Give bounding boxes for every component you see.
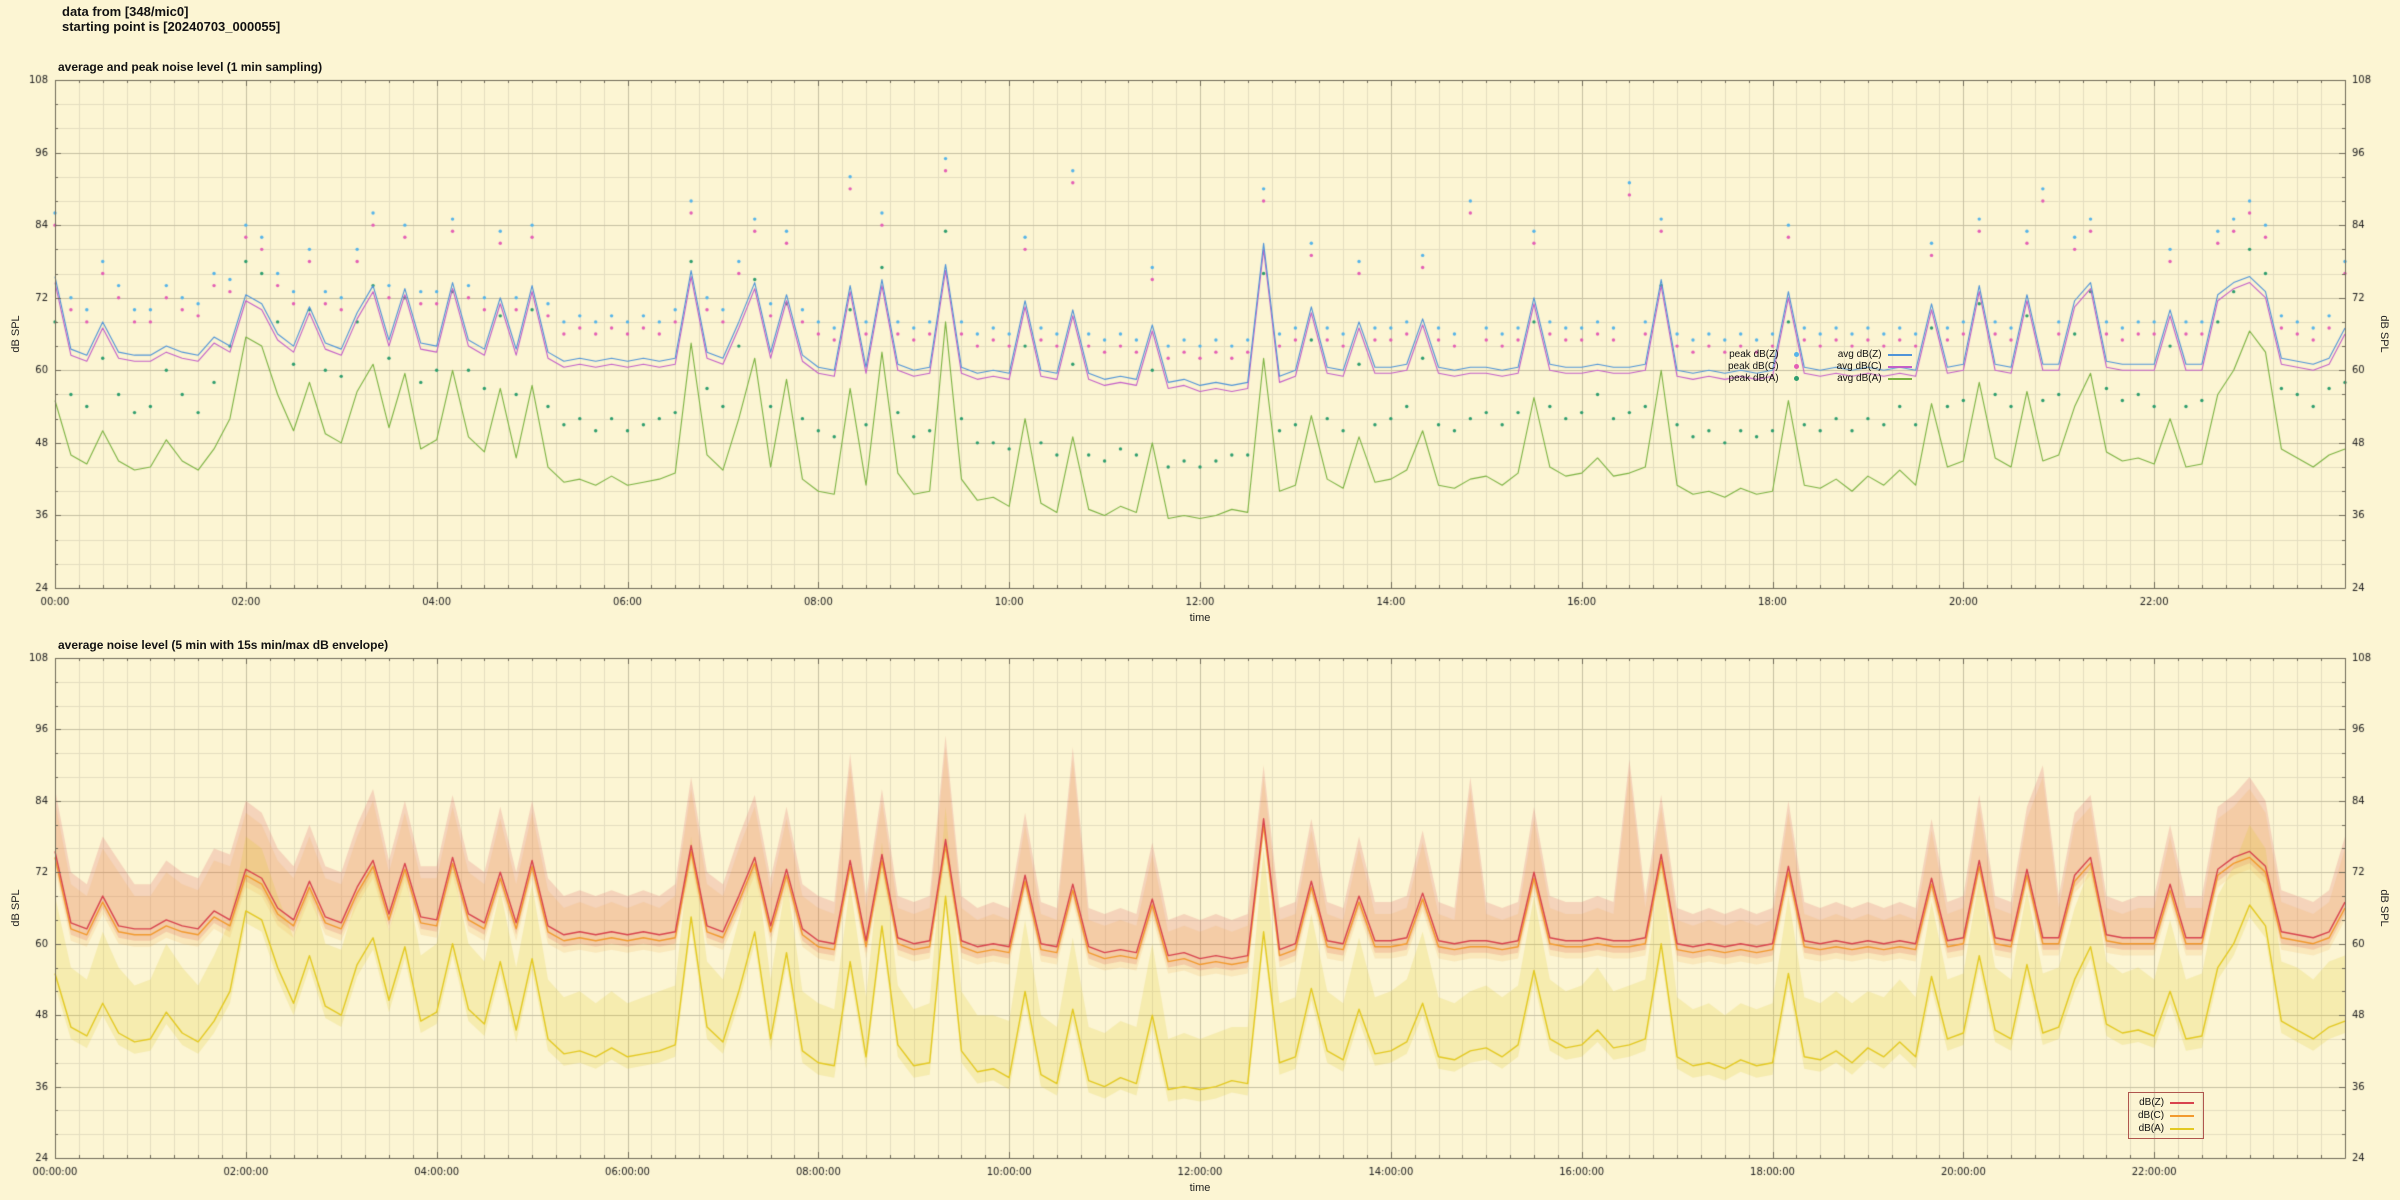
top-legend-peak-column: peak dB(Z) peak dB(C) peak dB(A) xyxy=(1728,349,1809,384)
legend-item-dbz: dB(Z) xyxy=(2138,1097,2195,1108)
top-ylabel-left: dB SPL xyxy=(10,315,22,353)
bottom-chart-title: average noise level (5 min with 15s min/… xyxy=(58,638,389,652)
bottom-ylabel-left: dB SPL xyxy=(10,889,22,927)
legend-item-peak-dbz: peak dB(Z) xyxy=(1728,349,1809,360)
legend-label: peak dB(Z) xyxy=(1729,349,1779,360)
legend-item-avg-dbc: avg dB(C) xyxy=(1837,361,1912,372)
top-xlabel: time xyxy=(1189,612,1211,624)
legend-item-avg-dba: avg dB(A) xyxy=(1837,373,1912,384)
line-marker-icon xyxy=(1887,362,1912,371)
legend-label: avg dB(C) xyxy=(1836,361,1882,372)
legend-label: dB(Z) xyxy=(2139,1097,2165,1108)
line-marker-icon xyxy=(1887,374,1912,383)
scatter-marker-icon xyxy=(1785,350,1809,359)
header-line-1: data from [348/mic0] xyxy=(62,4,189,19)
bottom-xlabel: time xyxy=(1189,1182,1211,1194)
bottom-chart-legend: dB(Z) dB(C) dB(A) xyxy=(2128,1092,2205,1139)
top-legend-avg-column: avg dB(Z) avg dB(C) avg dB(A) xyxy=(1837,349,1912,384)
top-chart-title: average and peak noise level (1 min samp… xyxy=(58,60,323,74)
top-ylabel-right: dB SPL xyxy=(2378,315,2390,353)
line-marker-icon xyxy=(2170,1111,2195,1120)
legend-label: avg dB(Z) xyxy=(1837,349,1882,360)
legend-item-dbc: dB(C) xyxy=(2138,1110,2195,1121)
header-line-2: starting point is [20240703_000055] xyxy=(62,19,281,34)
legend-label: dB(A) xyxy=(2138,1123,2165,1134)
legend-item-peak-dba: peak dB(A) xyxy=(1728,373,1809,384)
legend-label: peak dB(A) xyxy=(1728,373,1779,384)
legend-item-avg-dbz: avg dB(Z) xyxy=(1837,349,1912,360)
top-chart-legend: peak dB(Z) peak dB(C) peak dB(A) avg dB(… xyxy=(1728,349,1912,384)
line-marker-icon xyxy=(1887,350,1912,359)
legend-item-dba: dB(A) xyxy=(2138,1123,2195,1134)
bottom-ylabel-right: dB SPL xyxy=(2378,889,2390,927)
line-marker-icon xyxy=(2170,1098,2195,1107)
legend-item-peak-dbc: peak dB(C) xyxy=(1728,361,1809,372)
legend-label: avg dB(A) xyxy=(1837,373,1882,384)
scatter-marker-icon xyxy=(1785,362,1809,371)
scatter-marker-icon xyxy=(1785,374,1809,383)
line-marker-icon xyxy=(2170,1124,2195,1133)
legend-label: peak dB(C) xyxy=(1728,361,1779,372)
legend-label: dB(C) xyxy=(2138,1110,2165,1121)
